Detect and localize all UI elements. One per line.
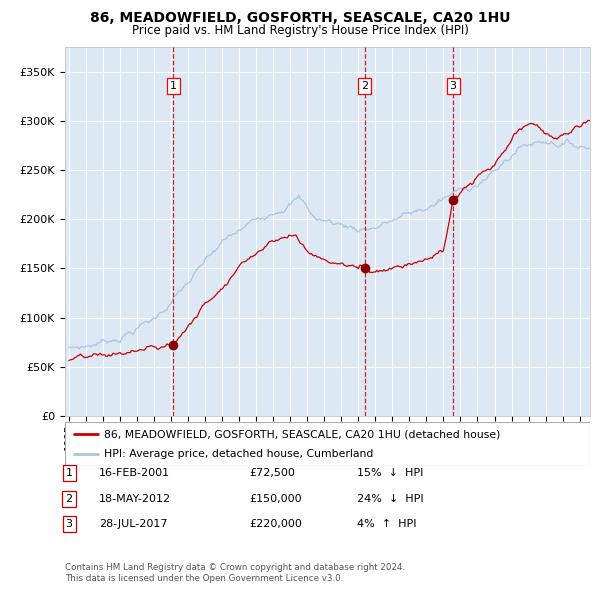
Text: 28-JUL-2017: 28-JUL-2017 [99,519,167,529]
Text: This data is licensed under the Open Government Licence v3.0.: This data is licensed under the Open Gov… [65,574,343,583]
Text: 3: 3 [449,81,457,91]
Text: 1: 1 [170,81,177,91]
Text: 4%  ↑  HPI: 4% ↑ HPI [357,519,416,529]
Text: 3: 3 [65,519,73,529]
Text: 15%  ↓  HPI: 15% ↓ HPI [357,468,424,478]
Text: 24%  ↓  HPI: 24% ↓ HPI [357,494,424,503]
Text: £220,000: £220,000 [249,519,302,529]
Text: 16-FEB-2001: 16-FEB-2001 [99,468,170,478]
Text: 86, MEADOWFIELD, GOSFORTH, SEASCALE, CA20 1HU: 86, MEADOWFIELD, GOSFORTH, SEASCALE, CA2… [90,11,510,25]
Text: 2: 2 [65,494,73,503]
Text: Contains HM Land Registry data © Crown copyright and database right 2024.: Contains HM Land Registry data © Crown c… [65,563,405,572]
Text: 86, MEADOWFIELD, GOSFORTH, SEASCALE, CA20 1HU (detached house): 86, MEADOWFIELD, GOSFORTH, SEASCALE, CA2… [104,430,500,439]
Text: HPI: Average price, detached house, Cumberland: HPI: Average price, detached house, Cumb… [104,449,374,459]
Text: 2: 2 [361,81,368,91]
Text: Price paid vs. HM Land Registry's House Price Index (HPI): Price paid vs. HM Land Registry's House … [131,24,469,37]
Text: 18-MAY-2012: 18-MAY-2012 [99,494,171,503]
Text: 1: 1 [65,468,73,478]
Text: £150,000: £150,000 [249,494,302,503]
Text: £72,500: £72,500 [249,468,295,478]
